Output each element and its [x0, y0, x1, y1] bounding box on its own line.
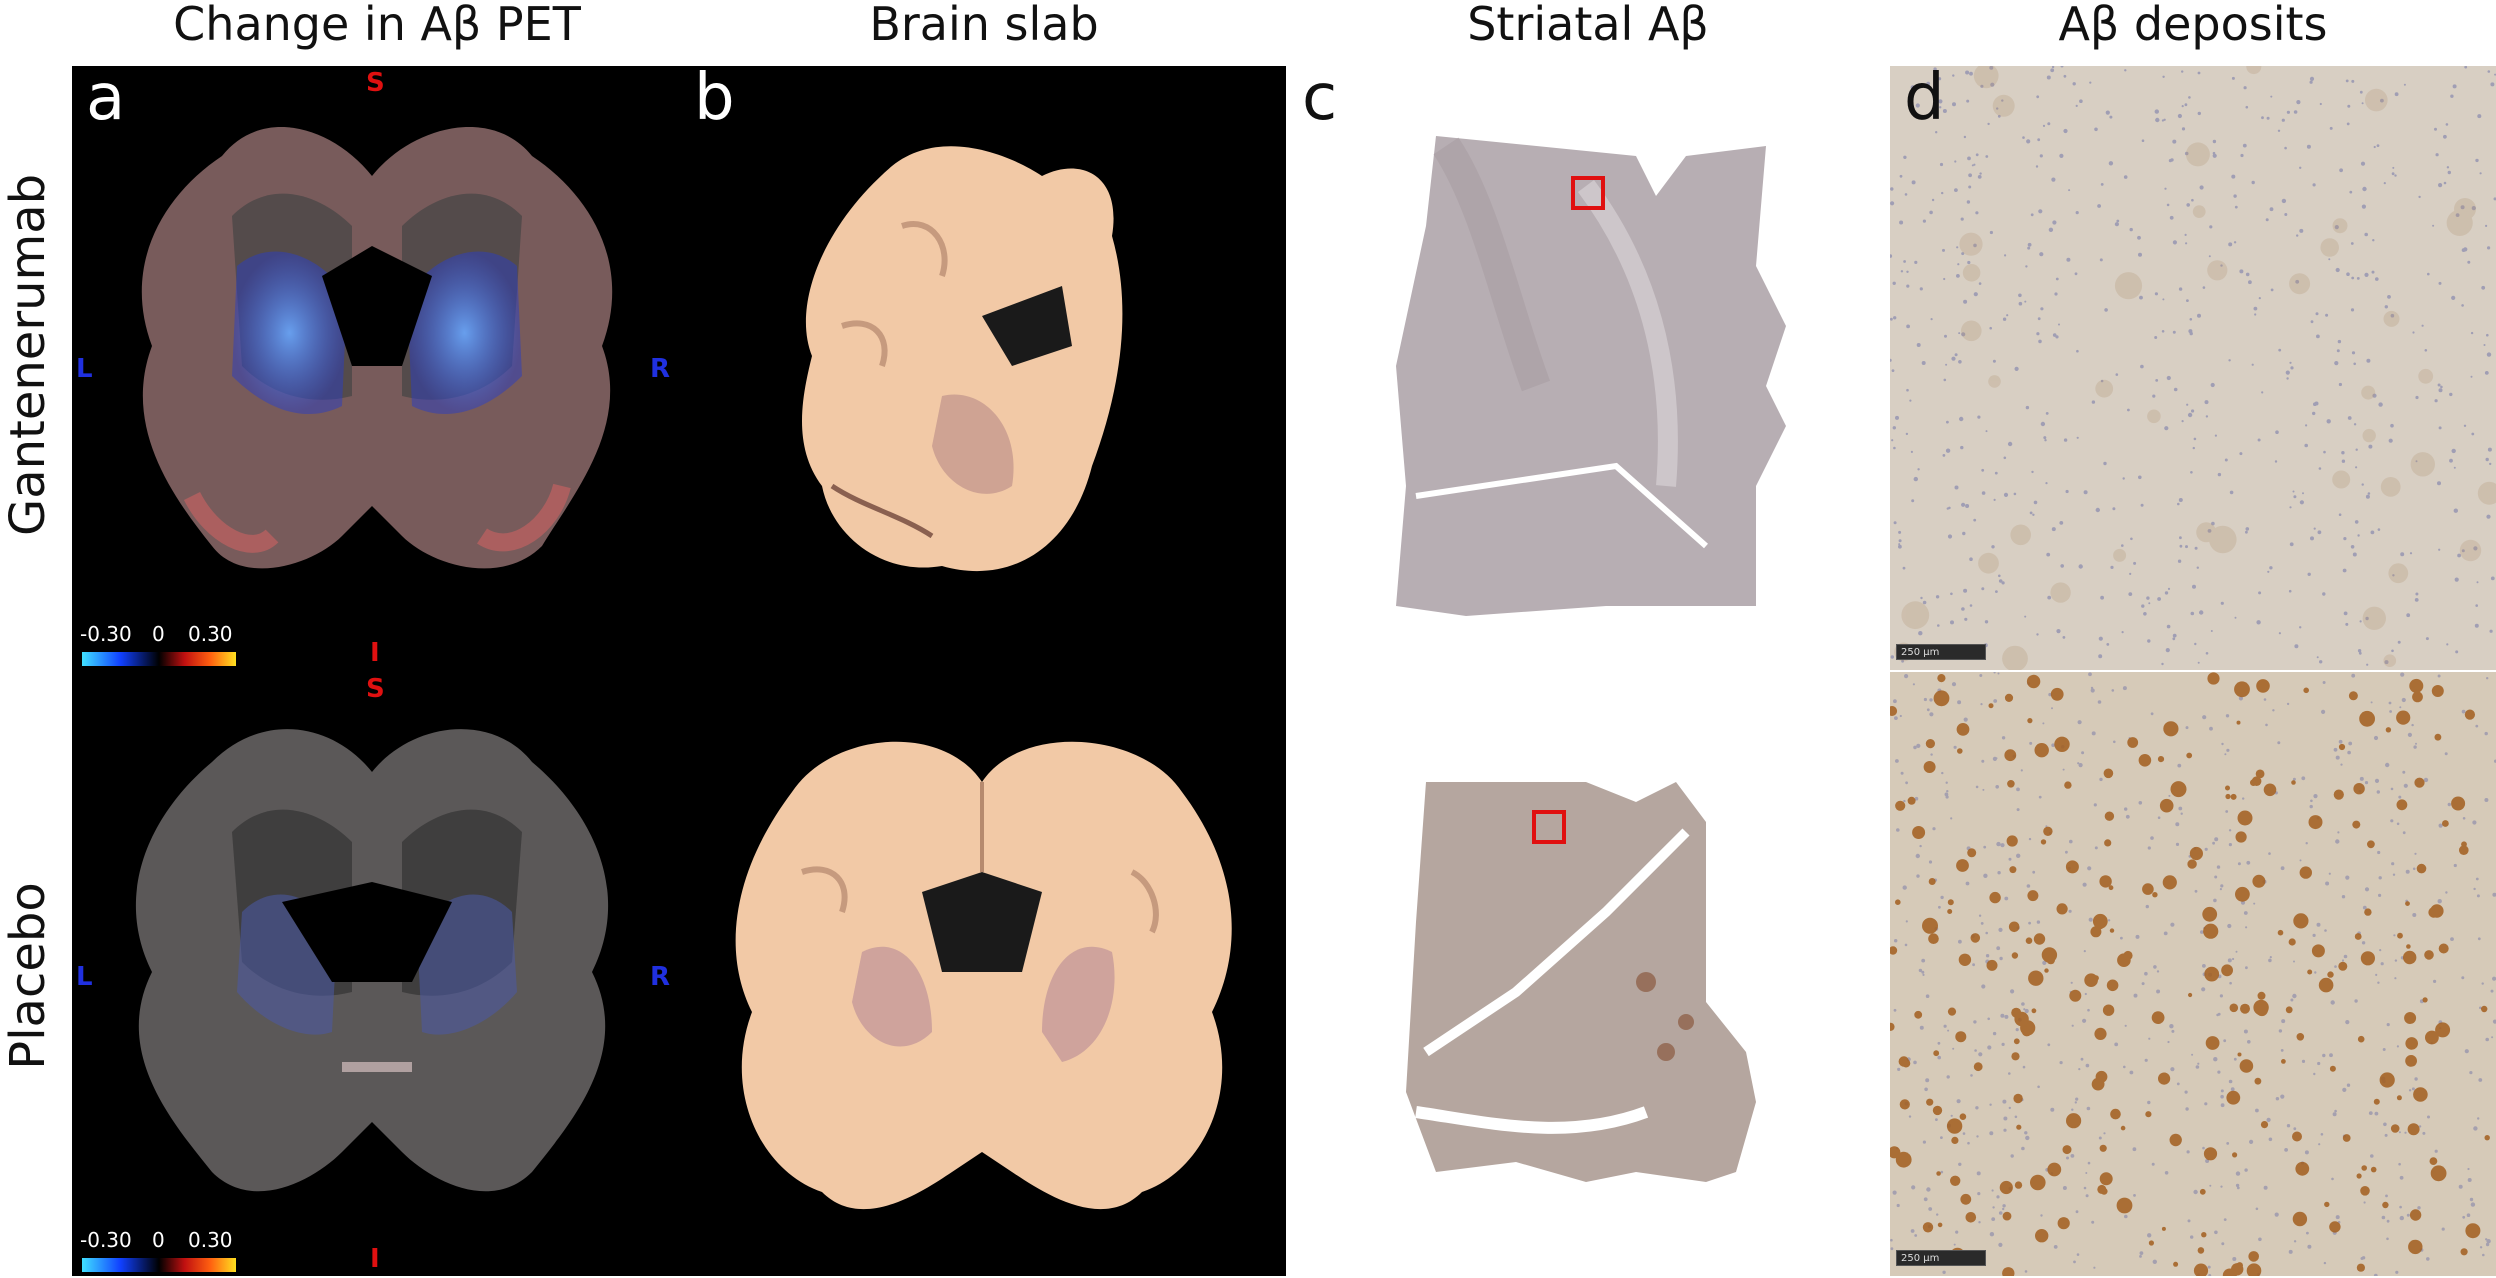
deposits-image-bottom [1890, 672, 2496, 1276]
panel-letter-d: d [1904, 61, 1945, 135]
colorbar-mid-top: 0 [152, 622, 165, 646]
orient-inferior-bottom: I [370, 1244, 380, 1274]
brain-slab-bottom [735, 741, 1232, 1210]
colorbar-min-top: -0.30 [80, 622, 132, 646]
column-title-brain-slab: Brain slab [869, 0, 1099, 51]
row-title-gantenerumab: Gantenerumab [0, 173, 56, 536]
column-title-striatal: Striatal Aβ [1467, 0, 1709, 51]
orient-right-top: R [650, 354, 671, 384]
striatal-section-bottom [1406, 782, 1756, 1182]
orient-left-bottom: L [76, 962, 93, 992]
roi-box-top [1571, 176, 1605, 210]
row-title-placebo: Placebo [0, 882, 56, 1070]
colorbar-mid-bottom: 0 [152, 1228, 165, 1252]
colorbar-min-bottom: -0.30 [80, 1228, 132, 1252]
pet-image-bottom [135, 729, 609, 1192]
colorbar-top [82, 652, 236, 666]
deposits-image-top [1890, 66, 2496, 670]
scale-bar-top: 250 µm [1896, 644, 1986, 660]
colorbar-bottom [82, 1258, 236, 1272]
colorbar-max-bottom: 0.30 [188, 1228, 233, 1252]
panel-letter-b: b [694, 61, 735, 135]
pet-image-top [141, 127, 613, 569]
orient-superior-bottom: S [366, 674, 385, 704]
panel-letter-c: c [1302, 61, 1338, 135]
orient-left-top: L [76, 354, 93, 384]
striatal-section-top [1396, 136, 1786, 616]
orient-inferior-top: I [370, 638, 380, 668]
orient-right-bottom: R [650, 962, 671, 992]
panel-letter-a: a [86, 61, 126, 135]
scale-bar-bottom: 250 µm [1896, 1250, 1986, 1266]
column-title-pet: Change in Aβ PET [173, 0, 581, 51]
colorbar-max-top: 0.30 [188, 622, 233, 646]
column-title-deposits: Aβ deposits [2058, 0, 2328, 51]
roi-box-bottom [1532, 810, 1566, 844]
brain-slab-top [802, 146, 1123, 572]
orient-superior-top: S [366, 68, 385, 98]
